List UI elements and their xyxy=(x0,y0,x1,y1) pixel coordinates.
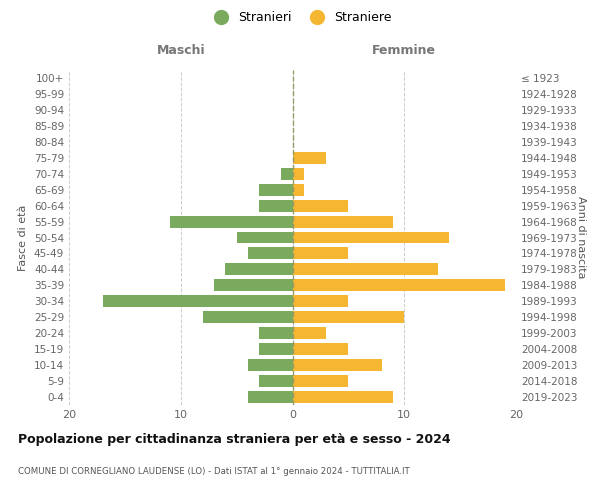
Bar xyxy=(214,280,293,291)
Bar xyxy=(293,343,349,355)
Bar xyxy=(248,359,293,371)
Bar xyxy=(293,168,304,179)
Bar xyxy=(259,184,293,196)
Bar xyxy=(293,391,393,403)
Y-axis label: Anni di nascita: Anni di nascita xyxy=(576,196,586,279)
Bar xyxy=(281,168,293,179)
Legend: Stranieri, Straniere: Stranieri, Straniere xyxy=(203,6,397,29)
Y-axis label: Fasce di età: Fasce di età xyxy=(19,204,28,270)
Bar xyxy=(293,264,438,276)
Bar xyxy=(293,359,382,371)
Bar xyxy=(103,296,293,308)
Bar xyxy=(236,232,293,243)
Bar xyxy=(293,184,304,196)
Bar xyxy=(203,312,293,323)
Bar xyxy=(293,296,349,308)
Bar xyxy=(293,248,349,260)
Bar xyxy=(293,232,449,243)
Bar xyxy=(259,343,293,355)
Bar xyxy=(170,216,293,228)
Bar xyxy=(259,327,293,339)
Bar xyxy=(293,327,326,339)
Bar xyxy=(259,375,293,387)
Text: Maschi: Maschi xyxy=(157,44,205,57)
Bar xyxy=(293,152,326,164)
Bar xyxy=(226,264,293,276)
Bar xyxy=(293,375,349,387)
Text: COMUNE DI CORNEGLIANO LAUDENSE (LO) - Dati ISTAT al 1° gennaio 2024 - TUTTITALIA: COMUNE DI CORNEGLIANO LAUDENSE (LO) - Da… xyxy=(18,468,410,476)
Text: Femmine: Femmine xyxy=(372,44,436,57)
Bar xyxy=(248,248,293,260)
Bar xyxy=(293,312,404,323)
Text: Popolazione per cittadinanza straniera per età e sesso - 2024: Popolazione per cittadinanza straniera p… xyxy=(18,432,451,446)
Bar xyxy=(293,280,505,291)
Bar xyxy=(259,200,293,211)
Bar xyxy=(248,391,293,403)
Bar xyxy=(293,200,349,211)
Bar xyxy=(293,216,393,228)
